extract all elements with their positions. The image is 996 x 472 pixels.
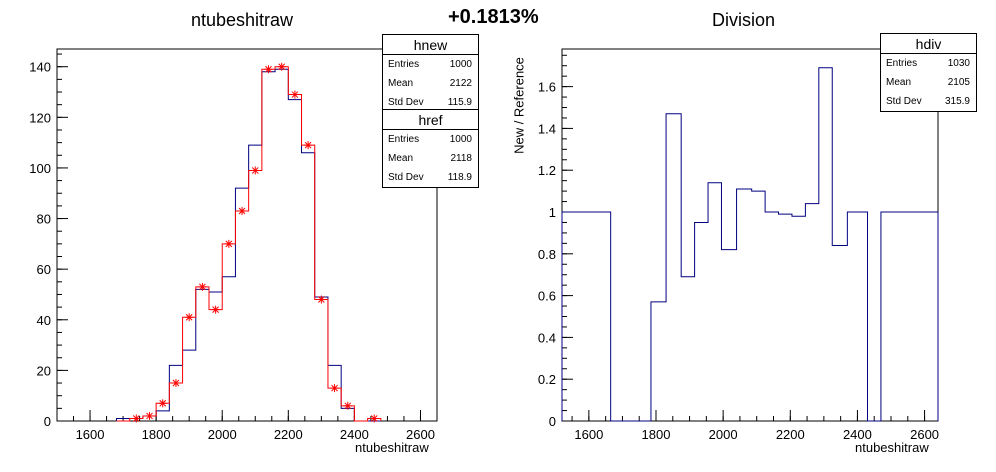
left-marker-href: [330, 384, 339, 393]
right-y-tick-label: 1: [549, 205, 556, 220]
left-marker-href: [185, 313, 194, 322]
left-x-tick-label: 2400: [340, 427, 369, 442]
right-x-tick-label: 2400: [843, 427, 872, 442]
right-y-tick-label: 1.2: [538, 163, 556, 178]
right-x-axis-label: ntubeshitraw: [855, 440, 929, 455]
left-x-tick-label: 2200: [274, 427, 303, 442]
stats-hnew-stddev: Std Dev 115.9: [388, 97, 472, 108]
left-marker-href: [171, 379, 180, 388]
left-chart-title: ntubeshitraw: [191, 10, 294, 30]
left-marker-href: [158, 399, 167, 408]
left-plot-frame: [56, 48, 438, 422]
left-y-tick-label: 20: [37, 363, 51, 378]
left-marker-href: [251, 166, 260, 175]
left-marker-href: [224, 239, 233, 248]
stats-box-hdiv: hdiv Entries 1030 Mean 2105 Std Dev 315.9: [880, 33, 977, 112]
right-x-tick-label: 2000: [709, 427, 738, 442]
left-y-tick-label: 80: [37, 212, 51, 227]
left-y-tick-label: 40: [37, 313, 51, 328]
stats-box-hnew: hnew Entries 1000 Mean 2122 Std Dev 115.9: [382, 34, 479, 113]
stats-hdiv-name: hdiv: [881, 34, 976, 54]
stats-hnew-name: hnew: [383, 35, 478, 55]
stats-href-mean: Mean 2118: [388, 153, 472, 164]
left-marker-href: [238, 206, 247, 215]
stats-box-href: href Entries 1000 Mean 2118 Std Dev 118.9: [382, 109, 479, 188]
left-y-tick-label: 0: [44, 414, 51, 429]
right-x-tick-label: 2200: [776, 427, 805, 442]
stats-hnew-entries: Entries 1000: [388, 59, 472, 70]
right-y-tick-label: 1.6: [538, 80, 556, 95]
right-chart-title: Division: [712, 10, 776, 30]
right-y-tick-label: 0.4: [538, 330, 556, 345]
right-x-tick-label: 2600: [910, 427, 939, 442]
left-marker-href: [343, 401, 352, 410]
left-marker-href: [211, 305, 220, 314]
stats-href-name: href: [383, 110, 478, 130]
right-y-tick-label: 0.2: [538, 372, 556, 387]
difference-percentage: +0.1813%: [448, 6, 539, 28]
left-marker-href: [198, 282, 207, 291]
stats-href-stddev: Std Dev 118.9: [388, 172, 472, 183]
right-y-tick-label: 1.4: [538, 121, 556, 136]
right-y-tick-label: 0.8: [538, 247, 556, 262]
stats-hdiv-entries: Entries 1030: [886, 58, 970, 69]
left-x-tick-label: 2000: [208, 427, 237, 442]
stats-hdiv-stddev: Std Dev 315.9: [886, 96, 970, 107]
stats-hdiv-mean: Mean 2105: [886, 77, 970, 88]
left-marker-href: [145, 411, 154, 420]
left-x-tick-label: 1600: [76, 427, 105, 442]
left-x-axis-label: ntubeshitraw: [355, 440, 429, 455]
stats-href-entries: Entries 1000: [388, 134, 472, 145]
stats-hnew-mean: Mean 2122: [388, 78, 472, 89]
left-marker-href: [304, 141, 313, 150]
left-y-tick-label: 140: [29, 60, 51, 75]
right-x-tick-label: 1600: [574, 427, 603, 442]
left-x-tick-label: 1800: [142, 427, 171, 442]
left-marker-href: [132, 414, 141, 423]
left-y-tick-label: 60: [37, 262, 51, 277]
right-y-tick-label: 0: [549, 414, 556, 429]
right-x-tick-label: 1800: [642, 427, 671, 442]
left-marker-href: [277, 62, 286, 71]
right-series-hdiv: [561, 67, 939, 422]
left-y-tick-label: 120: [29, 110, 51, 125]
right-y-tick-label: 0.6: [538, 289, 556, 304]
left-marker-href: [290, 90, 299, 99]
left-marker-href: [370, 414, 379, 423]
right-y-axis-label: New / Reference: [511, 57, 527, 154]
left-marker-href: [264, 65, 273, 74]
left-y-tick-label: 100: [29, 161, 51, 176]
left-marker-href: [317, 295, 326, 304]
left-x-tick-label: 2600: [406, 427, 435, 442]
